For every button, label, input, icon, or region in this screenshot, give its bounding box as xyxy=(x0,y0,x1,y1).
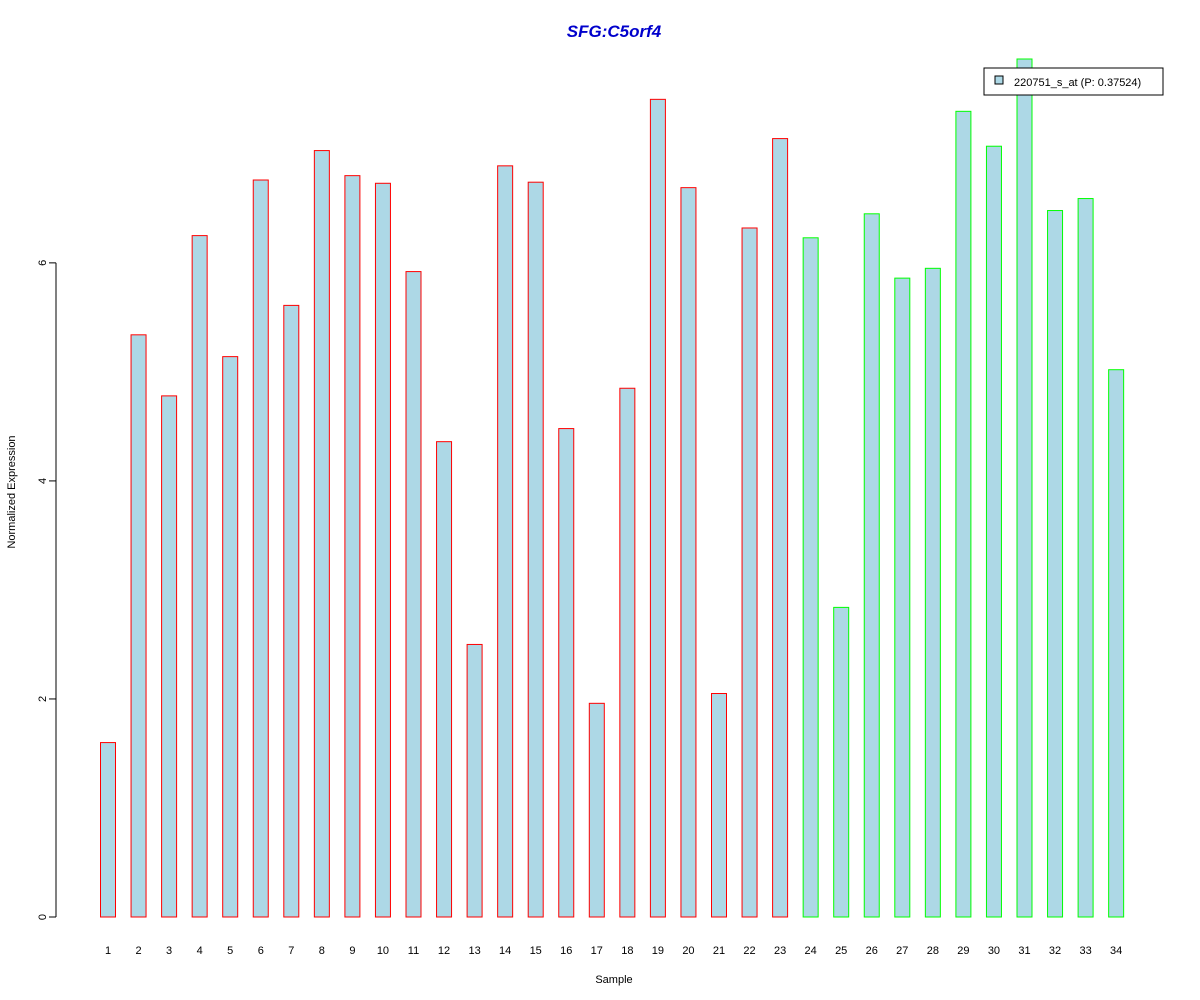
bar-sample-32 xyxy=(1047,210,1064,918)
y-axis-label: Normalized Expression xyxy=(6,435,18,548)
y-tick-label: 6 xyxy=(37,260,49,266)
x-tick-label: 22 xyxy=(743,945,755,957)
bar-sample-25 xyxy=(833,606,850,918)
x-tick-label: 2 xyxy=(135,945,141,957)
x-tick-label: 17 xyxy=(591,945,603,957)
x-tick-label: 12 xyxy=(438,945,450,957)
bar-sample-3 xyxy=(161,395,178,918)
x-tick-label: 25 xyxy=(835,945,847,957)
x-axis-label: Sample xyxy=(595,974,632,986)
x-tick-label: 5 xyxy=(227,945,233,957)
y-tick-label: 4 xyxy=(37,478,49,484)
bar-sample-20 xyxy=(680,187,697,918)
x-tick-label: 4 xyxy=(197,945,203,957)
x-tick-label: 20 xyxy=(682,945,694,957)
x-tick-label: 34 xyxy=(1110,945,1122,957)
x-tick-label: 31 xyxy=(1018,945,1030,957)
bar-sample-23 xyxy=(772,138,789,918)
bar-sample-8 xyxy=(313,150,330,918)
x-tick-label: 18 xyxy=(621,945,633,957)
bar-sample-29 xyxy=(955,110,972,918)
x-tick-label: 21 xyxy=(713,945,725,957)
legend-label: 220751_s_at (P: 0.37524) xyxy=(1014,77,1141,89)
bar-sample-12 xyxy=(436,441,453,918)
x-tick-label: 14 xyxy=(499,945,511,957)
bar-sample-34 xyxy=(1108,369,1125,918)
x-tick-label: 1 xyxy=(105,945,111,957)
bar-sample-2 xyxy=(130,334,147,918)
legend-swatch xyxy=(994,75,1004,85)
x-tick-label: 19 xyxy=(652,945,664,957)
bar-sample-6 xyxy=(252,179,269,918)
bars xyxy=(100,58,1125,918)
bar-sample-22 xyxy=(741,227,758,918)
bar-sample-33 xyxy=(1077,198,1094,918)
bar-sample-11 xyxy=(405,271,422,918)
bar-sample-7 xyxy=(283,304,300,918)
y-tick-label: 2 xyxy=(37,696,49,702)
bar-sample-19 xyxy=(649,98,666,918)
y-tick-label: 0 xyxy=(37,914,49,920)
bar-sample-28 xyxy=(924,267,941,918)
x-tick-labels: 1 2 3 4 5 6 7 8 9 10 11 12 13 14 15 16 17 18 19 20 21 22 23 24 2… xyxy=(105,945,1122,957)
bar-sample-10 xyxy=(374,182,391,918)
x-tick-label: 30 xyxy=(988,945,1000,957)
x-tick-label: 29 xyxy=(957,945,969,957)
bar-sample-16 xyxy=(558,428,575,918)
bar-sample-9 xyxy=(344,175,361,918)
x-tick-label: 16 xyxy=(560,945,572,957)
bar-sample-13 xyxy=(466,643,483,918)
x-tick-label: 11 xyxy=(408,945,419,957)
x-tick-label: 3 xyxy=(166,945,172,957)
bar-sample-4 xyxy=(191,235,208,918)
y-axis: 0 2 4 6 xyxy=(37,260,57,920)
x-tick-label: 28 xyxy=(927,945,939,957)
x-tick-label: 26 xyxy=(866,945,878,957)
x-tick-label: 9 xyxy=(349,945,355,957)
bar-sample-30 xyxy=(985,145,1002,918)
bar-sample-17 xyxy=(588,702,605,918)
chart-title: SFG:C5orf4 xyxy=(567,22,662,41)
x-tick-label: 33 xyxy=(1079,945,1091,957)
x-tick-label: 6 xyxy=(258,945,264,957)
bar-sample-26 xyxy=(863,213,880,918)
bar-sample-31 xyxy=(1016,58,1033,918)
legend: 220751_s_at (P: 0.37524) xyxy=(983,67,1164,96)
bar-sample-15 xyxy=(527,181,544,918)
x-tick-label: 32 xyxy=(1049,945,1061,957)
x-tick-label: 10 xyxy=(377,945,389,957)
bar-sample-24 xyxy=(802,237,819,918)
x-tick-label: 8 xyxy=(319,945,325,957)
x-tick-label: 27 xyxy=(896,945,908,957)
x-tick-label: 13 xyxy=(468,945,480,957)
bar-sample-5 xyxy=(222,356,239,918)
legend-box xyxy=(983,67,1164,96)
x-tick-label: 24 xyxy=(805,945,817,957)
bar-sample-18 xyxy=(619,387,636,918)
x-tick-label: 7 xyxy=(288,945,294,957)
x-tick-label: 23 xyxy=(774,945,786,957)
bar-sample-27 xyxy=(894,277,911,918)
x-tick-label: 15 xyxy=(530,945,542,957)
bar-sample-21 xyxy=(711,693,727,918)
bar-sample-14 xyxy=(497,165,514,918)
bar-sample-1 xyxy=(100,742,116,918)
